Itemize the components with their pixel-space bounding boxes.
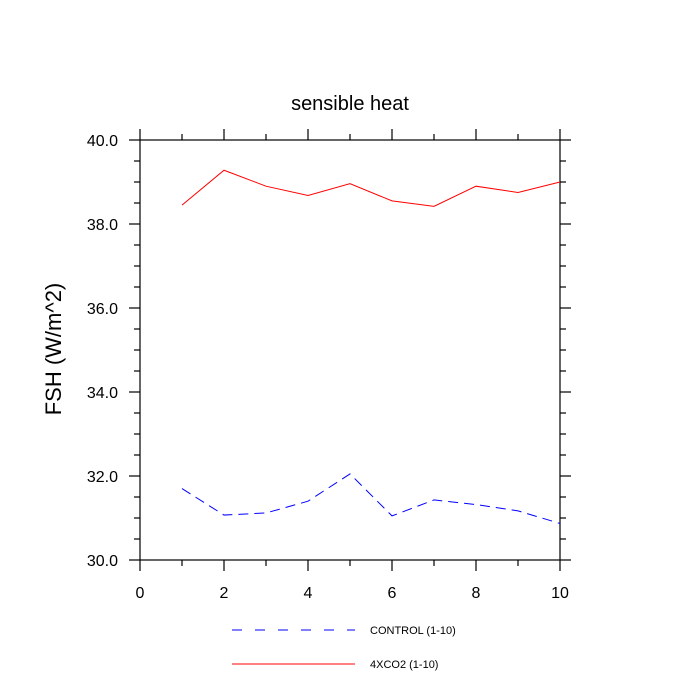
legend: CONTROL (1-10) 4XCO2 (1-10) [232,625,456,671]
y-tick-label: 38.0 [87,217,118,234]
y-tick-label: 40.0 [87,133,118,150]
y-tick-label: 32.0 [87,469,118,486]
legend-label-2: 4XCO2 (1-10) [370,659,438,671]
y-tick-label: 36.0 [87,301,118,318]
x-tick-label: 8 [472,585,481,602]
chart-title: sensible heat [291,93,409,115]
y-axis-label: FSH (W/m^2) [41,283,66,416]
series-line-1 [181,473,561,524]
x-tick-label: 10 [551,585,569,602]
x-tick-label: 0 [136,585,145,602]
series-line-2 [181,169,561,207]
x-tick-label: 2 [220,585,229,602]
plot-frame [139,139,561,561]
x-tick-label: 4 [304,585,313,602]
y-tick-label: 30.0 [87,553,118,570]
legend-label-1: CONTROL (1-10) [370,625,456,637]
y-tick-label: 34.0 [87,385,118,402]
plot-area: 0 2 4 6 8 10 30.0 32.0 34.0 36.0 38.0 40.0 [87,129,571,602]
x-tick-label: 6 [388,585,397,602]
